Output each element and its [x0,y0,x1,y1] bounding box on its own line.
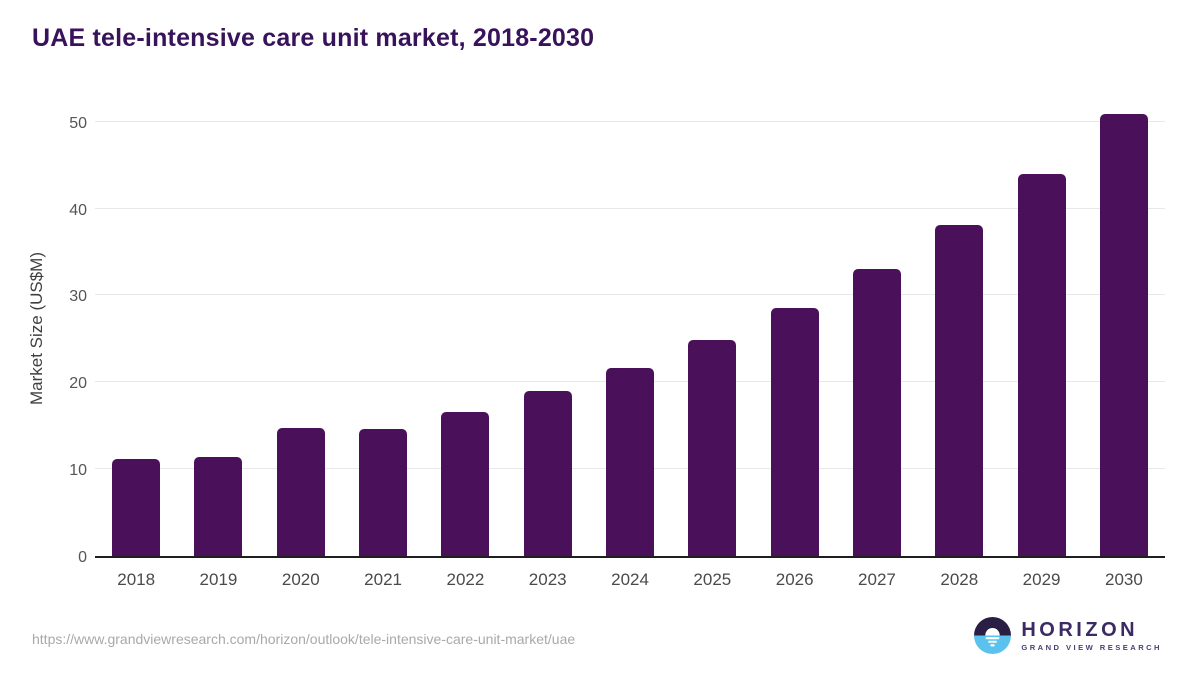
bar-slot [589,100,671,556]
bar-2029 [1017,173,1066,556]
x-tick-label: 2029 [1022,570,1061,589]
bar-slot [260,100,342,556]
bar-2018 [112,458,161,556]
bar-slot [95,100,177,556]
bar-2024 [606,367,655,556]
y-tick-label: 40 [69,201,87,219]
logo-tagline: GRAND VIEW RESEARCH [1021,643,1162,652]
horizon-logo: HORIZON GRAND VIEW RESEARCH [974,617,1162,654]
y-axis-ticks: 0 10 20 30 40 50 [40,100,87,565]
y-tick-label: 30 [69,288,87,306]
horizon-logo-icon [974,617,1012,654]
y-tick-label: 0 [78,549,87,566]
bar-slot [836,100,918,556]
bar-slot [177,100,259,556]
x-tick-label: 2026 [775,570,814,589]
x-tick-label: 2021 [364,570,402,589]
bar-slot [1000,100,1082,556]
x-tick-label: 2030 [1104,570,1143,589]
y-tick-label: 50 [69,114,87,132]
horizon-logo-text: HORIZON GRAND VIEW RESEARCH [1021,619,1162,652]
bar-2021 [359,429,408,556]
bar-2028 [935,225,984,556]
bar-2026 [770,308,819,556]
bar-slot [507,100,589,556]
bar-2019 [194,456,243,556]
x-tick-label: 2028 [940,570,979,589]
bar-2030 [1099,113,1148,556]
bar-slot [424,100,506,556]
bar-slot [671,100,753,556]
logo-name: HORIZON [1021,619,1139,641]
page-title: UAE tele-intensive care unit market, 201… [32,24,595,52]
x-tick-label: 2023 [528,570,567,589]
x-tick-label: 2024 [611,570,649,589]
x-tick-label: 2022 [446,570,485,589]
bars-container [95,100,1165,556]
x-tick-label: 2020 [281,570,320,589]
gridline [95,207,1165,209]
gridline [95,294,1165,296]
bar-2027 [852,268,901,556]
x-tick-label: 2019 [199,570,238,589]
bar-slot [918,100,1000,556]
bar-chart-plot-area [95,100,1165,558]
x-tick-label: 2025 [693,570,732,589]
bar-2025 [688,339,737,556]
gridline [95,120,1165,122]
bar-slot [1083,100,1165,556]
bar-2020 [276,428,325,556]
y-tick-label: 10 [69,462,87,480]
x-axis-labels: 2018 2019 2020 2021 2022 2023 2024 2025 2026 2027… [95,570,1165,590]
source-url: https://www.grandviewresearch.com/horizo… [32,631,576,647]
bar-slot [342,100,424,556]
y-tick-label: 20 [69,375,87,393]
bar-2022 [441,411,490,556]
bar-slot [754,100,836,556]
bar-2023 [523,390,572,556]
x-tick-label: 2018 [117,570,156,589]
x-tick-label: 2027 [858,570,896,589]
